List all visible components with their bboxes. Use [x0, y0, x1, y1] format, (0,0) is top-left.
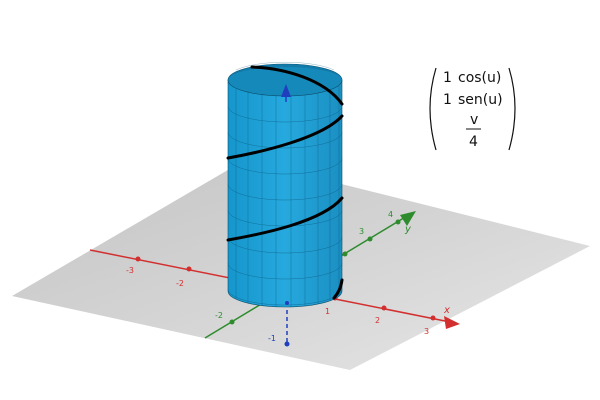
matrix-row1-coef: 1 — [443, 70, 452, 86]
y-axis-arrow — [400, 211, 416, 226]
x-tick-label-2: 2 — [375, 316, 380, 325]
matrix-row3-denominator: 4 — [469, 134, 478, 150]
x-axis-name: x — [443, 305, 450, 316]
x-axis-arrow — [444, 316, 460, 329]
helix-segment-2 — [226, 196, 344, 242]
x-tick-label-minus3: -3 — [126, 266, 134, 275]
matrix-left-paren — [429, 67, 437, 151]
y-tick-4[interactable] — [395, 219, 401, 225]
matrix-right-paren — [508, 67, 516, 151]
parametric-cylinder-surface[interactable] — [227, 61, 343, 308]
z-tick-label-minus1: -1 — [268, 334, 276, 343]
x-tick-label-minus2: -2 — [176, 279, 184, 288]
y-tick-minus2[interactable] — [229, 319, 235, 325]
helix-segment-3 — [332, 278, 344, 300]
x-tick-minus2[interactable] — [186, 266, 192, 272]
parametric-matrix: 1 cos(u) 1 sen(u) v 4 — [429, 67, 516, 151]
y-tick-label-3: 3 — [359, 227, 364, 236]
helix-segment-1 — [226, 114, 344, 160]
y-tick-label-4: 4 — [388, 210, 393, 219]
matrix-row1-func: cos(u) — [458, 70, 501, 86]
z-tick-minus1[interactable] — [284, 341, 290, 347]
helix-segment-top — [250, 65, 344, 106]
y-tick-1[interactable] — [342, 251, 348, 257]
z-axis-arrow — [281, 84, 291, 97]
matrix-row3-numerator: v — [470, 112, 478, 128]
cylinder-body — [227, 79, 343, 308]
matrix-row2-func: sen(u) — [458, 92, 503, 108]
y-tick-label-minus2: -2 — [215, 311, 223, 320]
x-tick-3[interactable] — [430, 315, 436, 321]
y-axis-ticks — [229, 219, 401, 325]
cylinder-mesh — [227, 61, 343, 307]
x-tick-label-3: 3 — [424, 327, 429, 336]
x-tick-2[interactable] — [381, 305, 387, 311]
matrix-row2-coef: 1 — [443, 92, 452, 108]
y-tick-3[interactable] — [367, 236, 373, 242]
origin-point[interactable] — [285, 301, 289, 305]
y-axis-name: y — [404, 224, 412, 235]
x-tick-minus3[interactable] — [135, 256, 141, 262]
helix-curve[interactable] — [226, 65, 344, 300]
x-tick-label-1: 1 — [325, 307, 330, 316]
